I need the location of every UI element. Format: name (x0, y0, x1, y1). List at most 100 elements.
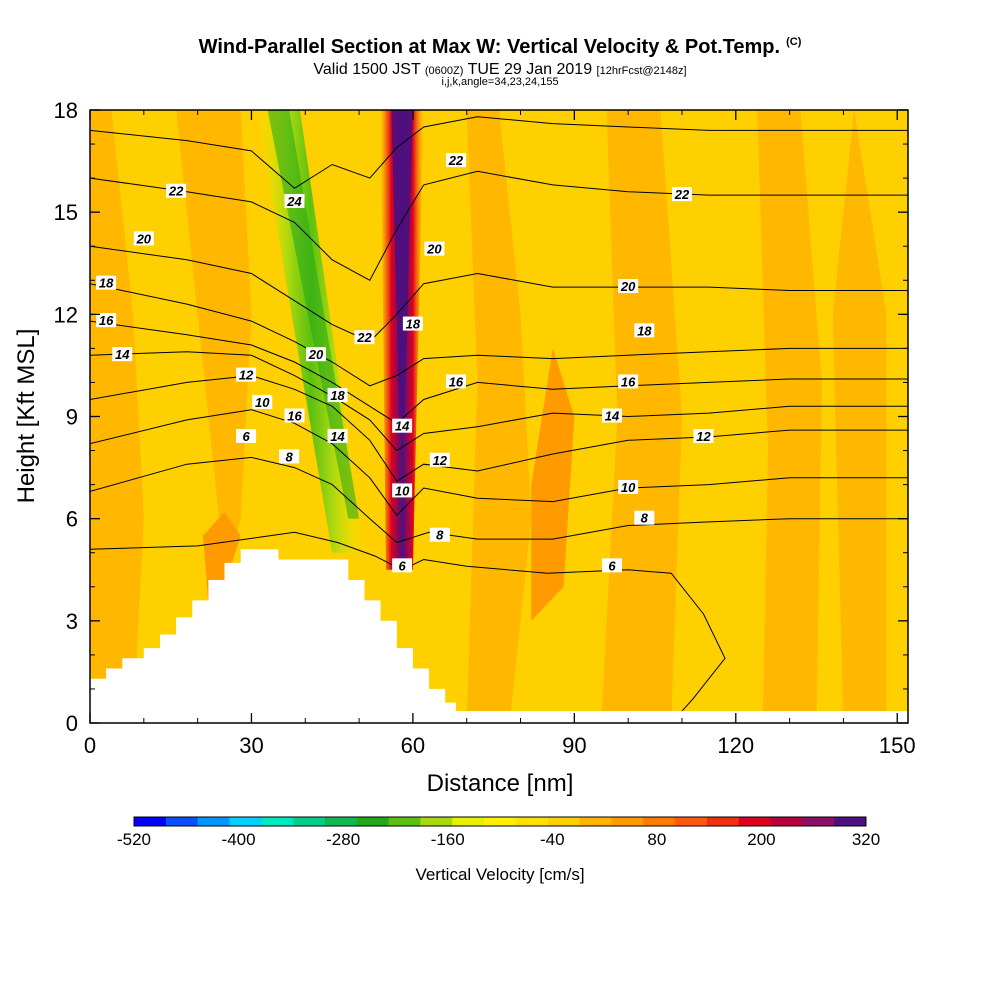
contour-label-box (96, 275, 117, 290)
chart-title: Wind-Parallel Section at Max W: Vertical… (0, 36, 1000, 59)
contour-label-6: 6 (392, 558, 413, 573)
velocity-band (531, 348, 575, 621)
contour-label-text: 8 (436, 528, 444, 543)
contour-label-text: 22 (168, 184, 184, 199)
y-tick-label: 0 (66, 711, 78, 736)
contour-label-14: 14 (112, 347, 133, 362)
colorbar-swatch (197, 817, 230, 826)
contour-label-box (602, 558, 623, 573)
contour-label-box (327, 388, 348, 403)
contour-label-box (429, 452, 450, 467)
contour-label-box (618, 480, 639, 495)
y-tick-label: 3 (66, 609, 78, 634)
colorbar-tick-label: 320 (852, 830, 880, 849)
colorbar-swatch (547, 817, 580, 826)
contour-label-text: 20 (308, 347, 324, 362)
contour-label-box (445, 374, 466, 389)
contour-label-box (693, 428, 714, 443)
contour-label-6: 6 (602, 558, 623, 573)
contour-label-text: 20 (136, 231, 152, 246)
contour-label-18: 18 (96, 275, 117, 291)
contour-label-20: 20 (133, 231, 154, 246)
contour-label-box (424, 241, 445, 256)
colorbar-swatch (134, 817, 167, 826)
contour-label-text: 18 (406, 317, 421, 332)
x-tick-label: 60 (401, 733, 425, 758)
contour-label-14: 14 (392, 418, 413, 434)
velocity-band (832, 110, 887, 723)
isentrope-10 (90, 409, 908, 517)
x-axis-title: Distance [nm] (427, 770, 574, 797)
contour-label-text: 16 (99, 313, 114, 328)
contour-label-box (284, 408, 305, 423)
contour-label-text: 18 (637, 323, 652, 338)
contour-label-box (236, 367, 257, 382)
y-axis-title: Height [Kft MSL] (13, 329, 40, 504)
contour-label-box (252, 394, 273, 409)
colorbar-swatch (293, 817, 326, 826)
velocity-band (466, 110, 532, 723)
contour-label-10: 10 (392, 483, 413, 498)
colorbar-swatch (611, 817, 644, 826)
contour-label-box (112, 347, 133, 362)
colorbar-tick-label: -40 (540, 830, 565, 849)
title-text: Wind-Parallel Section at Max W: Vertical… (198, 36, 781, 58)
contour-label-box (445, 153, 466, 168)
contour-label-box (392, 558, 413, 573)
colorbar-frame (133, 816, 867, 827)
x-tick-label: 90 (562, 733, 586, 758)
colorbar-swatch (770, 817, 803, 826)
colorbar-swatch (515, 817, 549, 826)
contour-label-box (236, 428, 257, 443)
contour-label-22: 22 (671, 187, 692, 202)
isentrope-20 (90, 245, 908, 343)
contour-label-6: 6 (236, 428, 257, 444)
contour-label-text: 6 (399, 558, 407, 573)
colorbar-swatch (706, 817, 739, 826)
contour-label-text: 22 (356, 330, 372, 345)
y-tick-label: 18 (54, 98, 78, 123)
contour-label-box (279, 449, 300, 464)
colorbar-swatch (388, 817, 421, 826)
contour-label-box (166, 183, 187, 198)
isentrope-16 (90, 320, 908, 424)
contour-label-box (96, 313, 117, 328)
contour-label-text: 18 (99, 276, 114, 291)
contour-label-box (392, 418, 413, 433)
contour-label-box (618, 279, 639, 294)
contour-label-12: 12 (693, 428, 714, 444)
contour-label-box (602, 408, 623, 423)
colorbar-swatch (356, 817, 389, 826)
valid-date: TUE 29 Jan 2019 (467, 61, 593, 78)
colorbar-swatch (802, 817, 835, 826)
contour-label-text: 24 (286, 194, 302, 209)
contour-label-box (306, 347, 327, 362)
contour-label-18: 18 (327, 388, 348, 403)
axes: 0 30 60 90 120 150 0 3 6 9 12 15 18 (54, 98, 916, 758)
velocity-band (176, 110, 252, 723)
contour-label-14: 14 (327, 428, 348, 444)
contour-label-20: 20 (306, 347, 327, 362)
section-indices: i,j,k,angle=34,23,24,155 (441, 76, 559, 88)
isentrope-14 (90, 351, 908, 452)
colorbar-swatch (165, 817, 198, 826)
velocity-band (757, 110, 822, 723)
isentrope-8 (90, 456, 908, 544)
colorbar-tick-label: 80 (647, 830, 666, 849)
isentrope-18 (90, 283, 908, 387)
colorbar: -520 -400 -280 -160 -40 80 200 320 (117, 816, 880, 849)
terrain (90, 549, 908, 723)
y-tick-label: 15 (54, 200, 78, 225)
colorbar-tick-label: -520 (117, 830, 151, 849)
contour-label-14: 14 (602, 408, 623, 424)
contour-label-box (327, 428, 348, 443)
contour-label-12: 12 (236, 367, 257, 383)
contour-label-text: 12 (239, 368, 254, 383)
contour-label-text: 10 (621, 480, 636, 495)
colorbar-swatch (229, 817, 262, 826)
isentrope-24 (90, 116, 908, 189)
contour-label-10: 10 (618, 480, 639, 495)
contour-label-8: 8 (279, 449, 300, 464)
